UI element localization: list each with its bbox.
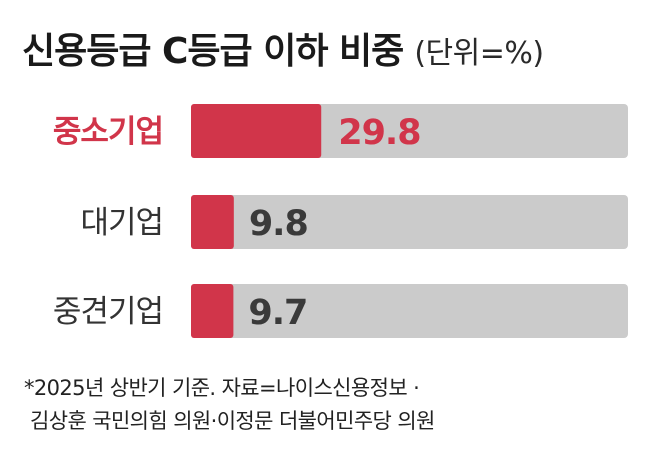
source-footnote: *2025년 상반기 기준. 자료=나이스신용정보 · 김상훈 국민의힘 의원·… [24, 372, 435, 438]
category-label: 대기업 [80, 205, 163, 241]
chart-title: 신용등급 C등급 이하 비중 [22, 31, 404, 72]
bar-track [191, 195, 628, 249]
bar [191, 195, 234, 249]
category-label: 중견기업 [53, 294, 163, 330]
bar [191, 284, 234, 338]
unit-label: (단위=%) [414, 36, 544, 71]
bar-track [191, 284, 628, 338]
footnote-line-2: 김상훈 국민의힘 의원·이정문 더불어민주당 의원 [30, 409, 435, 433]
footnote-line-1: *2025년 상반기 기준. 자료=나이스신용정보 · [24, 376, 420, 400]
bar [191, 104, 322, 158]
category-label: 중소기업 [53, 114, 163, 150]
value-label: 29.8 [338, 113, 420, 153]
chart-title-row: 신용등급 C등급 이하 비중 (단위=%) [22, 22, 544, 74]
value-label: 9.7 [248, 293, 307, 333]
value-label: 9.8 [249, 204, 308, 244]
